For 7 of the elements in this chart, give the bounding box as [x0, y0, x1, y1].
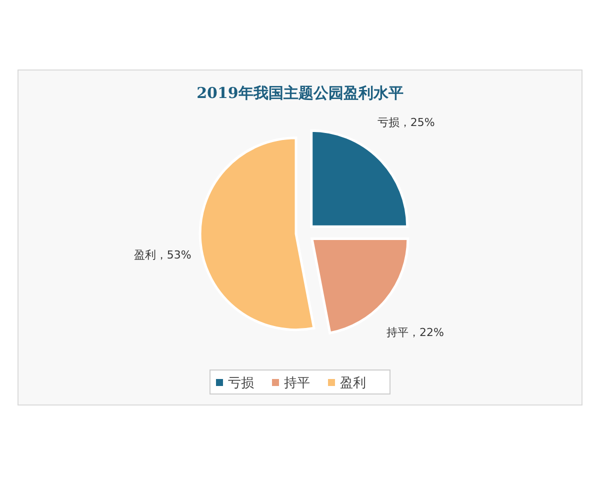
legend-label: 亏损 [228, 376, 254, 391]
data-label: 持平，22% [386, 326, 444, 340]
legend-label: 持平 [284, 376, 310, 391]
legend-label: 盈利 [340, 376, 366, 391]
data-label: 亏损，25% [377, 116, 435, 129]
chart-title: 2019年我国主题公园盈利水平 [196, 84, 404, 102]
data-label: 盈利，53% [134, 248, 192, 262]
